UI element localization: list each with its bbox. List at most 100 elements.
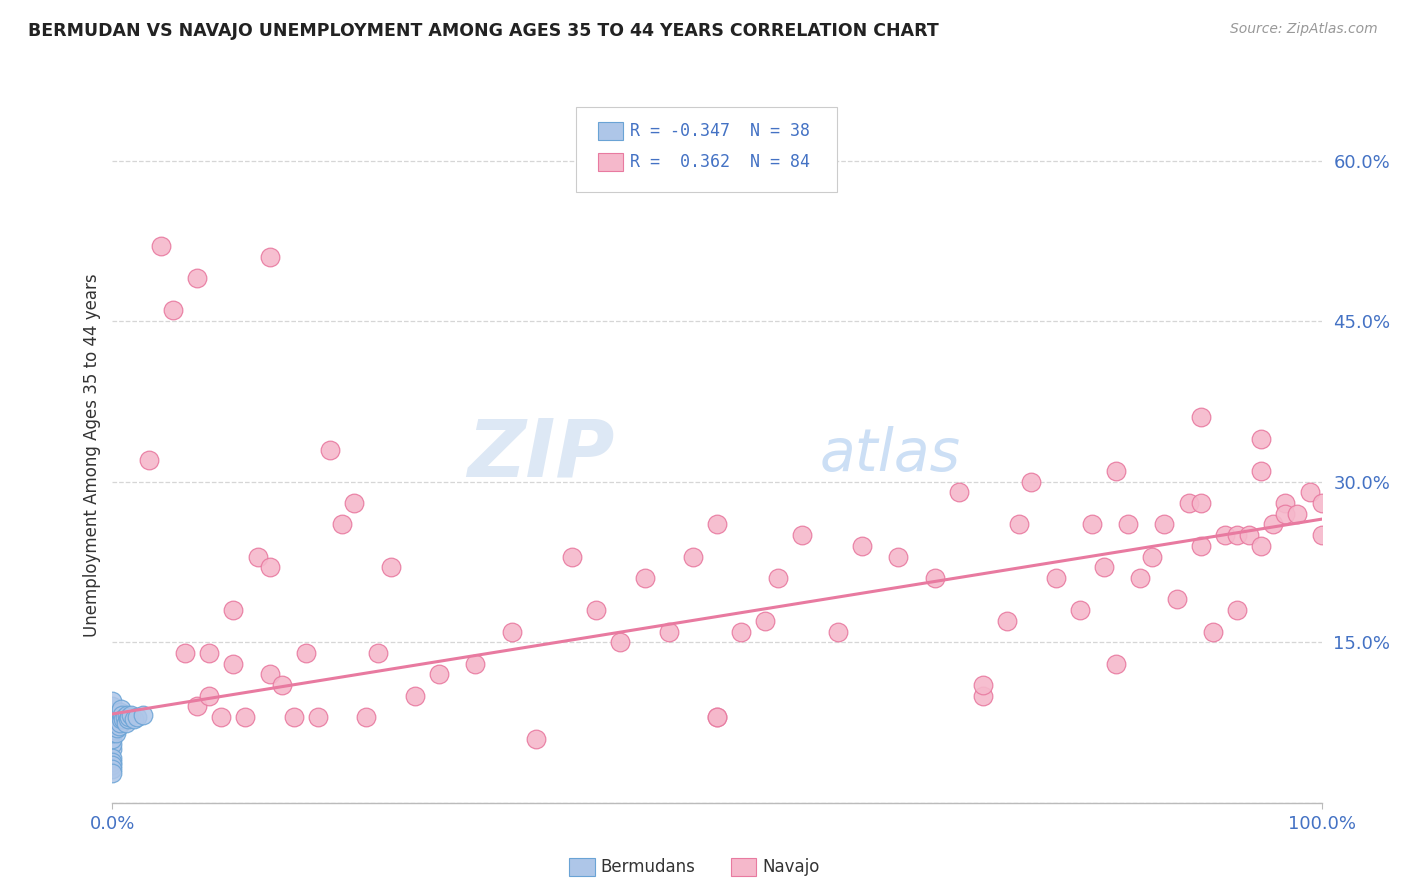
Point xyxy=(235,710,257,724)
Point xyxy=(1142,549,1164,564)
Point xyxy=(107,708,129,723)
Point xyxy=(198,689,221,703)
Text: Navajo: Navajo xyxy=(762,858,820,876)
Point xyxy=(706,710,728,724)
Point xyxy=(209,710,232,724)
Point xyxy=(1105,464,1128,478)
Point xyxy=(1069,603,1091,617)
Text: atlas: atlas xyxy=(820,426,960,483)
Point xyxy=(1081,517,1104,532)
Point xyxy=(1129,571,1152,585)
Point xyxy=(186,271,208,285)
Point xyxy=(1286,507,1309,521)
Point xyxy=(1189,496,1212,510)
Point xyxy=(295,646,318,660)
Point xyxy=(101,705,124,719)
Point xyxy=(118,710,141,724)
Point xyxy=(319,442,342,457)
Point xyxy=(101,731,124,746)
Point xyxy=(972,689,994,703)
Point xyxy=(122,712,145,726)
Point xyxy=(125,710,148,724)
Point xyxy=(162,303,184,318)
Text: Source: ZipAtlas.com: Source: ZipAtlas.com xyxy=(1230,22,1378,37)
Point xyxy=(924,571,946,585)
Point xyxy=(1213,528,1236,542)
Point xyxy=(117,712,139,726)
Point xyxy=(609,635,631,649)
Point xyxy=(101,694,124,708)
Point xyxy=(827,624,849,639)
Point xyxy=(138,453,160,467)
Point xyxy=(1226,528,1249,542)
Point xyxy=(222,657,245,671)
Point xyxy=(105,726,128,740)
Point xyxy=(658,624,681,639)
Point xyxy=(1116,517,1139,532)
Point xyxy=(1250,432,1272,446)
Point xyxy=(1189,539,1212,553)
Point xyxy=(1250,464,1272,478)
Point xyxy=(404,689,426,703)
Point xyxy=(1105,657,1128,671)
Point xyxy=(101,715,124,730)
Point xyxy=(1092,560,1115,574)
Point xyxy=(972,678,994,692)
Point xyxy=(112,712,135,726)
Point xyxy=(104,723,127,737)
Point xyxy=(101,758,124,772)
Point xyxy=(105,721,128,735)
Point xyxy=(246,549,269,564)
Point xyxy=(259,560,281,574)
Point xyxy=(108,715,131,730)
Point xyxy=(105,710,128,724)
Point xyxy=(174,646,197,660)
Point xyxy=(110,701,132,715)
Text: Bermudans: Bermudans xyxy=(600,858,695,876)
Point xyxy=(1153,517,1175,532)
Point xyxy=(1310,496,1333,510)
Point xyxy=(115,708,138,723)
Point xyxy=(259,250,281,264)
Point xyxy=(995,614,1018,628)
Point xyxy=(887,549,910,564)
Point xyxy=(101,726,124,740)
Point xyxy=(1237,528,1260,542)
Point xyxy=(101,742,124,756)
Point xyxy=(1008,517,1031,532)
Point xyxy=(754,614,776,628)
Point xyxy=(790,528,813,542)
Point xyxy=(1250,539,1272,553)
Point xyxy=(149,239,172,253)
Point xyxy=(114,715,136,730)
Point xyxy=(101,762,124,776)
Point xyxy=(307,710,329,724)
Point xyxy=(1021,475,1043,489)
Point xyxy=(1177,496,1199,510)
Point xyxy=(585,603,607,617)
Point xyxy=(101,710,124,724)
Text: R =  0.362  N = 84: R = 0.362 N = 84 xyxy=(630,153,810,171)
Point xyxy=(283,710,305,724)
Point xyxy=(120,708,142,723)
Point xyxy=(524,731,547,746)
Point xyxy=(108,705,131,719)
Point xyxy=(222,603,245,617)
Point xyxy=(186,699,208,714)
Point xyxy=(561,549,583,564)
Point xyxy=(1310,528,1333,542)
Point xyxy=(1045,571,1067,585)
Point xyxy=(380,560,402,574)
Point xyxy=(111,708,134,723)
Point xyxy=(270,678,292,692)
Point xyxy=(851,539,873,553)
Point xyxy=(427,667,450,681)
Point xyxy=(367,646,389,660)
Point xyxy=(110,712,132,726)
Point xyxy=(1166,592,1188,607)
Point xyxy=(330,517,353,532)
Point xyxy=(766,571,789,585)
Point xyxy=(114,710,136,724)
Point xyxy=(1274,507,1296,521)
Point xyxy=(501,624,523,639)
